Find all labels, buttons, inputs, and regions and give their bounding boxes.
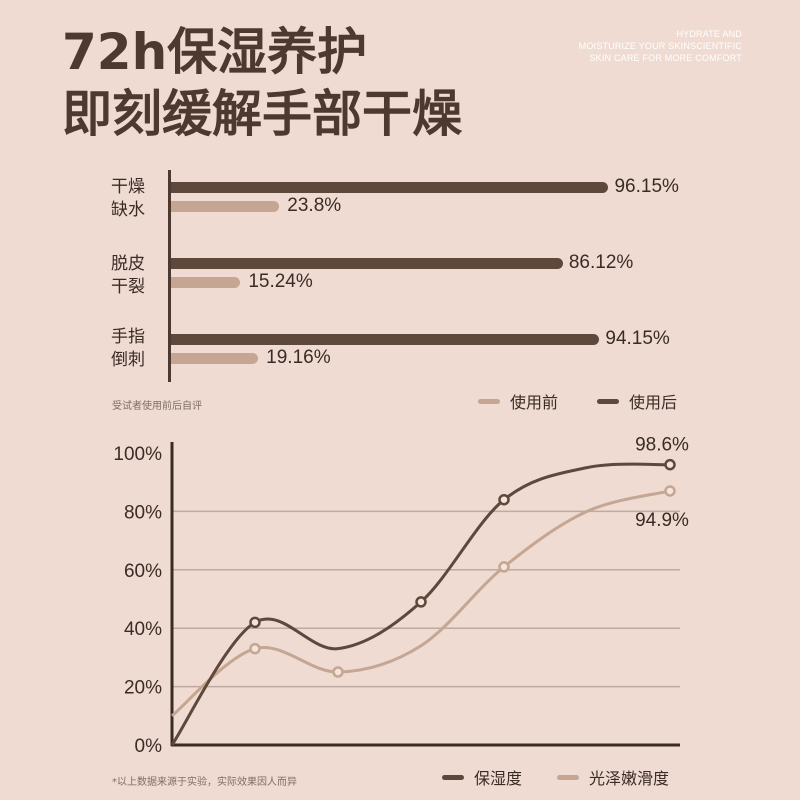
data-point bbox=[415, 596, 427, 608]
annotation-label: 98.6% bbox=[635, 435, 689, 456]
y-tick-label: 20% bbox=[124, 678, 162, 699]
tagline-line: MOISTURIZE YOUR SKINSCIENTIFIC bbox=[578, 41, 742, 51]
bar-value-label: 96.15% bbox=[614, 176, 679, 197]
bar-after bbox=[171, 182, 609, 193]
legend-item-smoothness: 光泽嫩滑度 bbox=[557, 765, 669, 789]
data-point bbox=[664, 458, 676, 471]
bar-value-label: 19.16% bbox=[266, 347, 331, 368]
page-title-line-1: 72h保湿养护 bbox=[62, 23, 368, 81]
y-tick-label: 0% bbox=[135, 736, 163, 757]
bar-chart-axis bbox=[168, 170, 171, 382]
category-label: 手指 bbox=[111, 327, 145, 347]
legend-swatch bbox=[597, 398, 619, 404]
legend-item-after: 使用后 bbox=[597, 389, 677, 413]
legend-label: 使用后 bbox=[629, 393, 678, 412]
category-label: 干裂 bbox=[111, 277, 145, 297]
bar-before bbox=[171, 277, 241, 288]
line-chart-note: *以上数据来源于实验，实际效果因人而异 bbox=[112, 777, 297, 788]
bar-chart-note: 受试者使用前后自评 bbox=[112, 401, 202, 412]
bar-before bbox=[171, 353, 259, 364]
bar-value-label: 23.8% bbox=[287, 195, 342, 216]
category-label: 缺水 bbox=[111, 200, 145, 220]
data-point bbox=[249, 616, 261, 629]
data-point bbox=[249, 642, 261, 655]
legend-label: 保湿度 bbox=[474, 769, 523, 788]
y-tick-label: 40% bbox=[124, 619, 162, 640]
bar-value-label: 15.24% bbox=[248, 271, 313, 292]
y-tick-label: 80% bbox=[124, 502, 162, 523]
bar-before bbox=[171, 201, 280, 212]
legend-item-moisture: 保湿度 bbox=[442, 765, 522, 789]
legend-swatch bbox=[442, 774, 464, 780]
tagline-line: HYDRATE AND bbox=[676, 29, 742, 39]
category-label: 倒刺 bbox=[111, 350, 145, 370]
data-point bbox=[498, 493, 510, 506]
category-label: 干燥 bbox=[111, 177, 145, 197]
bar-after bbox=[171, 334, 600, 345]
data-point bbox=[498, 561, 510, 573]
data-point bbox=[664, 485, 676, 497]
tagline-line: SKIN CARE FOR MORE COMFORT bbox=[589, 53, 742, 63]
data-point bbox=[332, 666, 344, 678]
legend-label: 使用前 bbox=[510, 393, 559, 412]
y-tick-label: 60% bbox=[124, 561, 162, 582]
bar-value-label: 94.15% bbox=[605, 328, 670, 349]
annotation-label: 94.9% bbox=[635, 510, 689, 531]
legend-swatch bbox=[557, 774, 579, 780]
legend-item-before: 使用前 bbox=[478, 389, 558, 413]
page-title-line-2: 即刻缓解手部干燥 bbox=[62, 85, 462, 143]
bar-after bbox=[171, 258, 563, 269]
y-tick-label: 100% bbox=[113, 444, 162, 465]
legend-swatch bbox=[478, 398, 500, 404]
tagline: HYDRATE AND MOISTURIZE YOUR SKINSCIENTIF… bbox=[579, 28, 742, 64]
legend-label: 光泽嫩滑度 bbox=[589, 769, 670, 788]
category-label: 脱皮 bbox=[111, 254, 145, 274]
bar-value-label: 86.12% bbox=[568, 252, 634, 273]
